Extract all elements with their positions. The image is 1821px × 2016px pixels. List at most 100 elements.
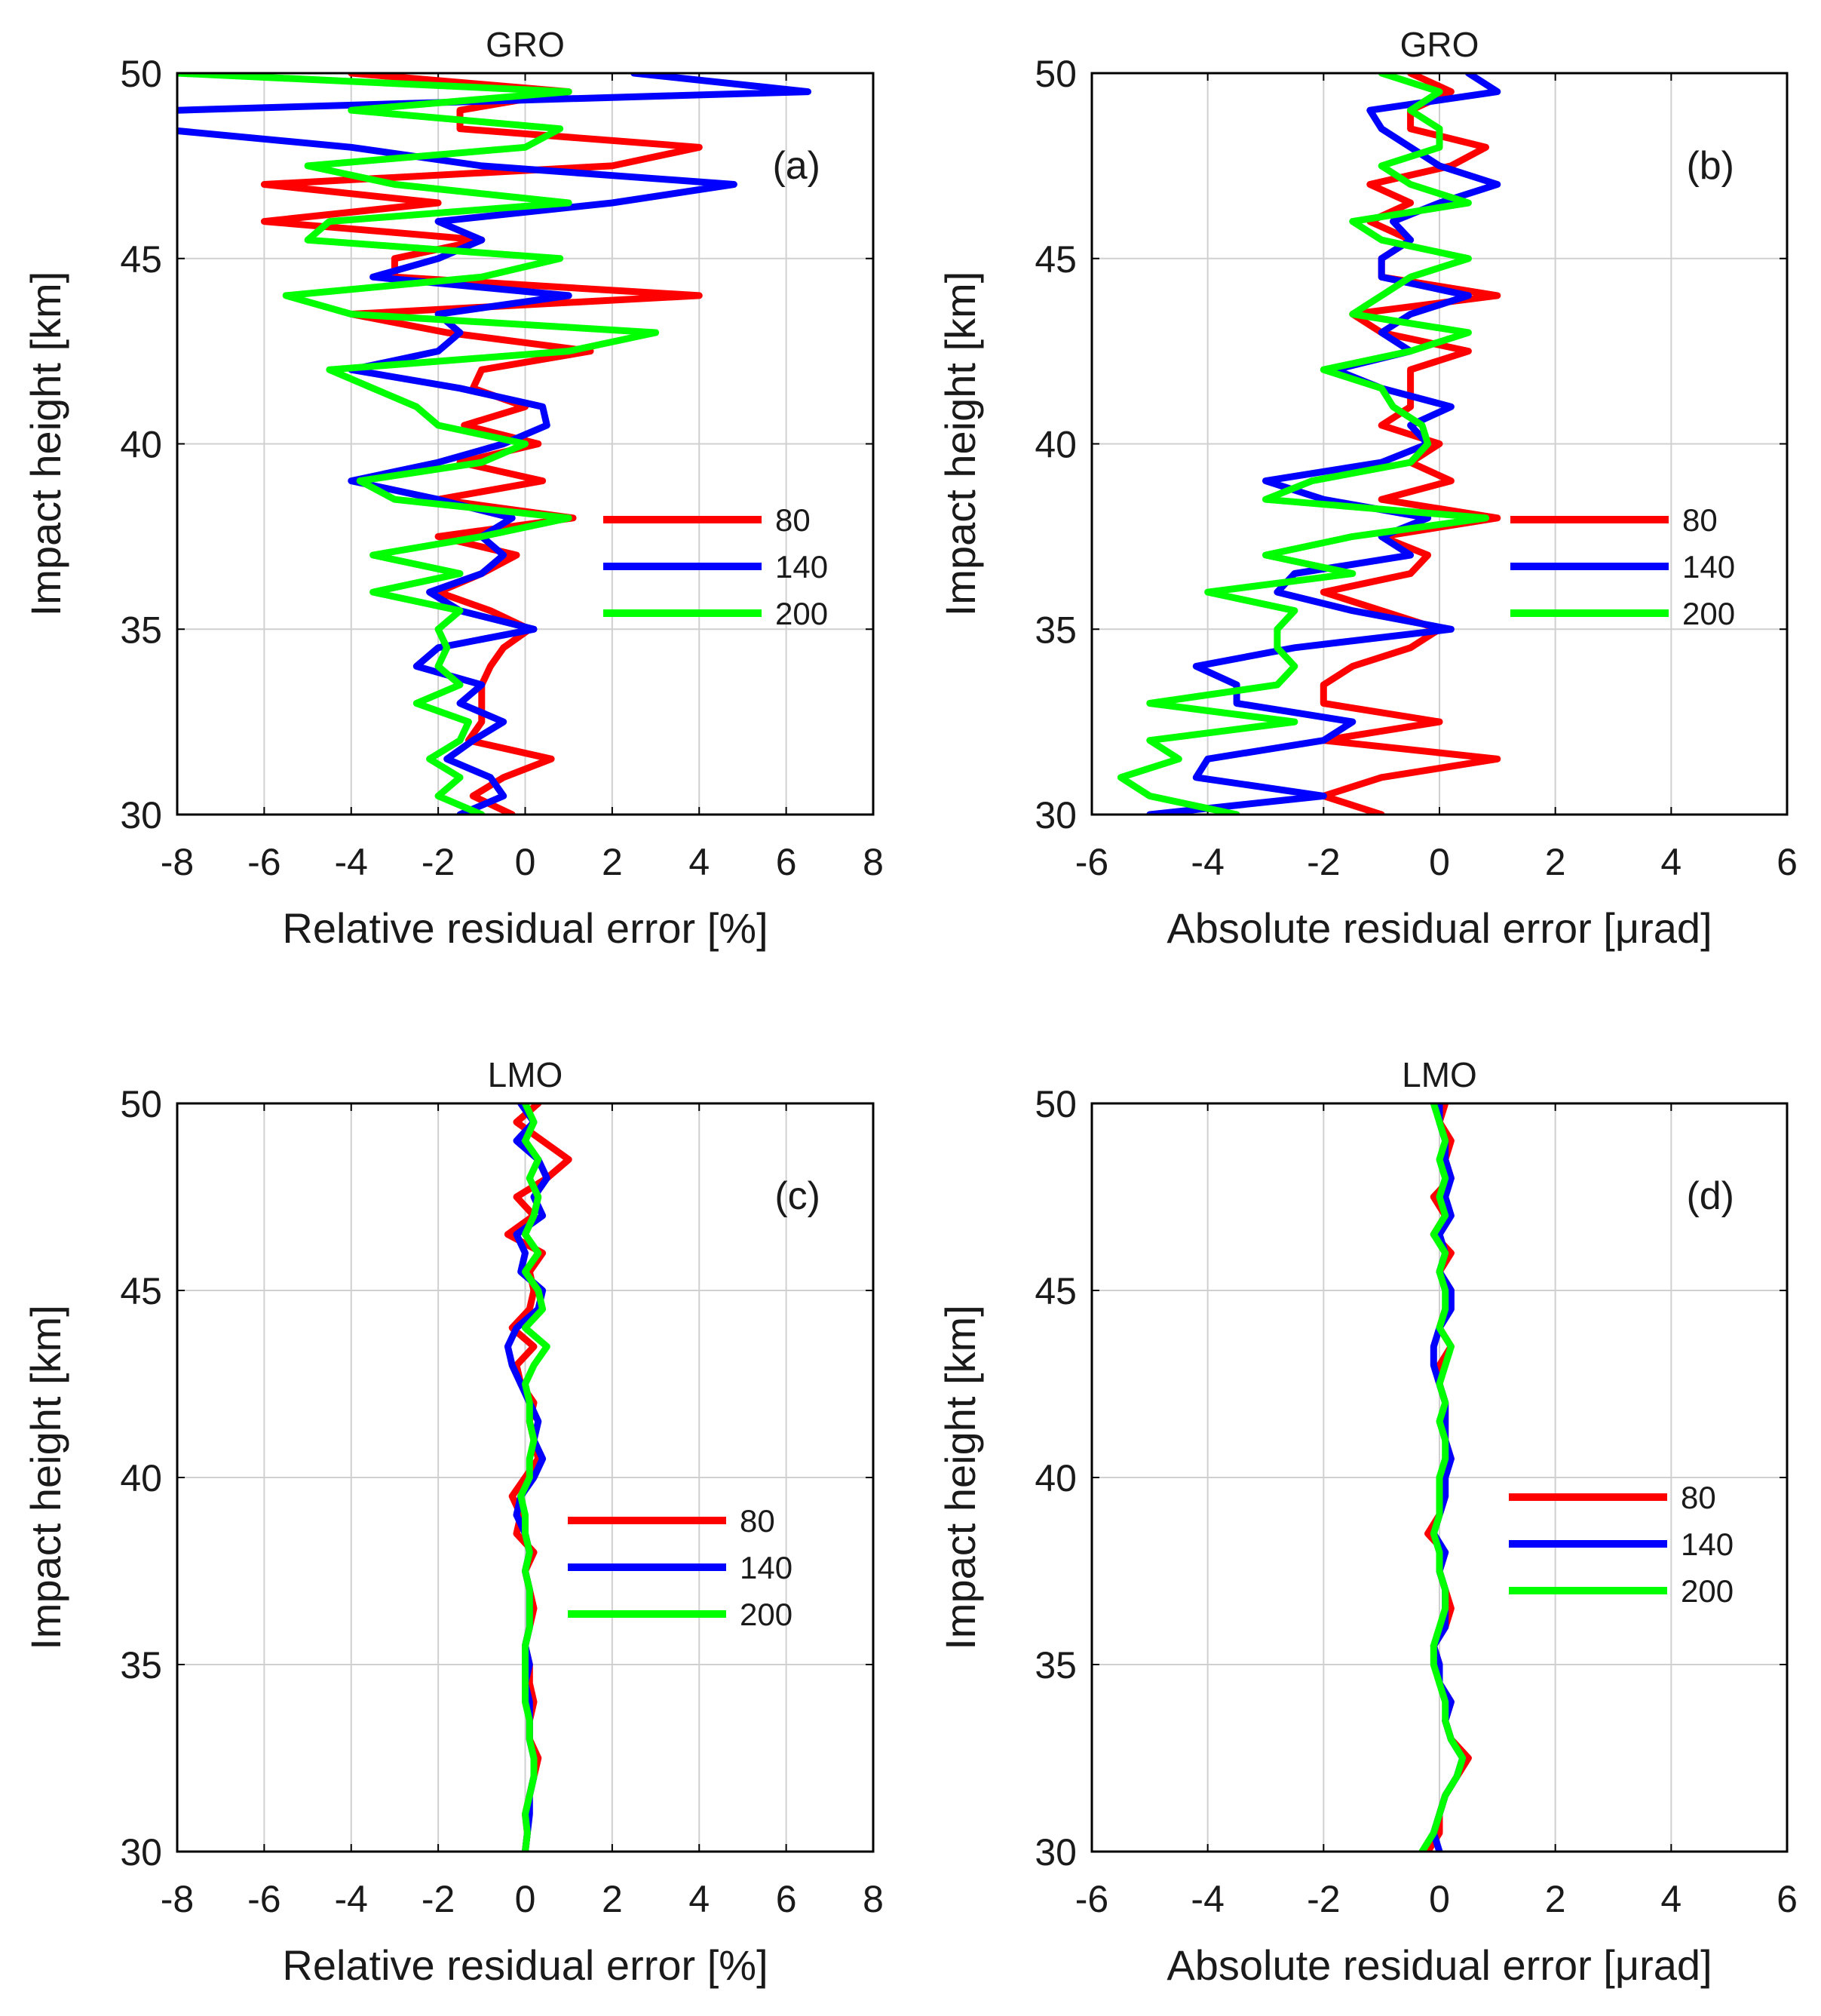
x-tick-label: 2 xyxy=(602,841,623,883)
chart-title: LMO xyxy=(1402,1055,1477,1094)
x-tick-label: 6 xyxy=(1777,1878,1798,1920)
x-tick-label: -6 xyxy=(247,841,281,883)
x-tick-label: 0 xyxy=(515,841,536,883)
x-tick-label: 0 xyxy=(515,1878,536,1920)
chart-title: LMO xyxy=(488,1055,563,1094)
y-tick-label: 30 xyxy=(1035,794,1077,836)
x-tick-label: -4 xyxy=(335,1878,368,1920)
x-tick-label: 4 xyxy=(688,1878,710,1920)
chart-title: GRO xyxy=(486,25,565,64)
x-tick-label: 2 xyxy=(1545,841,1566,883)
y-axis-label: Impact height [km] xyxy=(937,272,984,617)
y-tick-label: 45 xyxy=(1035,1270,1077,1312)
x-tick-label: 4 xyxy=(1660,1878,1682,1920)
chart-panel-a: -8 -6 -4 -2 0 2 4 6 8 30 35 40 45 50 GRO Relative resid… xyxy=(22,25,884,952)
x-tick-label: -4 xyxy=(1191,1878,1224,1920)
legend-label-200: 200 xyxy=(740,1597,792,1632)
legend-label-80: 80 xyxy=(740,1503,775,1539)
x-axis-label: Absolute residual error [μrad] xyxy=(1166,904,1712,952)
series-line-80 xyxy=(260,73,703,815)
x-tick-label: 0 xyxy=(1429,1878,1450,1920)
legend: 80 140 200 xyxy=(568,1503,792,1632)
legend: 80 140 200 xyxy=(603,502,828,631)
legend-label-200: 200 xyxy=(775,596,828,631)
plot-frame xyxy=(176,72,875,816)
series-line-200 xyxy=(517,1103,550,1852)
legend-label-140: 140 xyxy=(1681,1527,1734,1562)
x-tick-label: 4 xyxy=(1660,841,1682,883)
x-tick-label: 0 xyxy=(1429,841,1450,883)
x-tick-label: -2 xyxy=(1307,841,1340,883)
legend-label-80: 80 xyxy=(1681,1480,1716,1515)
series-line-200 xyxy=(1418,1103,1467,1852)
x-tick-label: -6 xyxy=(1075,841,1108,883)
series-group xyxy=(177,73,811,815)
legend-label-200: 200 xyxy=(1681,1573,1734,1609)
y-tick-label: 50 xyxy=(120,53,162,95)
x-axis-label: Relative residual error [%] xyxy=(282,904,768,952)
y-tick-label: 50 xyxy=(1035,53,1077,95)
chart-title: GRO xyxy=(1400,25,1479,64)
legend-label-140: 140 xyxy=(775,549,828,585)
panel-label: (d) xyxy=(1686,1174,1734,1218)
y-tick-label: 30 xyxy=(1035,1831,1077,1873)
legend-label-140: 140 xyxy=(1682,549,1735,585)
plot-frame xyxy=(1090,72,1789,816)
x-tick-label: -8 xyxy=(161,1878,194,1920)
x-tick-label: 6 xyxy=(776,841,797,883)
series-line-140 xyxy=(177,73,811,815)
legend-label-80: 80 xyxy=(775,502,811,538)
x-tick-label: -4 xyxy=(1191,841,1224,883)
y-tick-label: 35 xyxy=(120,1644,162,1686)
x-tick-label: -6 xyxy=(247,1878,281,1920)
legend-label-80: 80 xyxy=(1682,502,1718,538)
x-tick-label: 2 xyxy=(1545,1878,1566,1920)
series-group xyxy=(504,1103,572,1852)
y-tick-label: 30 xyxy=(120,1831,162,1873)
x-axis-label: Absolute residual error [μrad] xyxy=(1166,1941,1712,1989)
y-tick-label: 45 xyxy=(120,1270,162,1312)
y-tick-label: 45 xyxy=(1035,238,1077,281)
series-line-200 xyxy=(177,73,660,815)
y-tick-label: 45 xyxy=(120,238,162,281)
y-tick-label: 40 xyxy=(1035,424,1077,466)
x-tick-label: -8 xyxy=(161,841,194,883)
y-tick-label: 40 xyxy=(120,424,162,466)
y-tick-label: 35 xyxy=(1035,1644,1077,1686)
x-tick-label: 8 xyxy=(863,1878,884,1920)
plot-frame xyxy=(1090,1102,1789,1853)
x-tick-label: -4 xyxy=(335,841,368,883)
y-tick-label: 40 xyxy=(1035,1457,1077,1499)
series-line-80 xyxy=(1320,73,1501,815)
y-axis-label: Impact height [km] xyxy=(22,272,69,617)
chart-panel-c: -8 -6 -4 -2 0 2 4 6 8 30 35 40 45 50 LMO Relative resid… xyxy=(22,1055,884,1989)
y-tick-label: 50 xyxy=(1035,1083,1077,1125)
y-tick-label: 35 xyxy=(1035,609,1077,651)
x-tick-label: 2 xyxy=(602,1878,623,1920)
x-tick-label: -2 xyxy=(422,1878,455,1920)
legend: 80 140 200 xyxy=(1510,502,1735,631)
x-tick-label: 8 xyxy=(863,841,884,883)
series-group xyxy=(1418,1103,1472,1852)
x-tick-label: -6 xyxy=(1075,1878,1108,1920)
y-tick-label: 35 xyxy=(120,609,162,651)
x-tick-label: -2 xyxy=(422,841,455,883)
x-tick-label: 4 xyxy=(688,841,710,883)
legend: 80 140 200 xyxy=(1509,1480,1734,1609)
plot-frame xyxy=(176,1102,875,1853)
x-tick-label: 6 xyxy=(1777,841,1798,883)
legend-label-140: 140 xyxy=(740,1550,792,1585)
series-line-200 xyxy=(1117,73,1489,815)
y-axis-label: Impact height [km] xyxy=(937,1305,984,1650)
panel-label: (a) xyxy=(772,144,820,188)
panel-label: (b) xyxy=(1686,144,1734,188)
series-group xyxy=(1117,73,1501,815)
y-tick-label: 40 xyxy=(120,1457,162,1499)
panel-label: (c) xyxy=(774,1174,820,1218)
y-tick-label: 50 xyxy=(120,1083,162,1125)
legend-label-200: 200 xyxy=(1682,596,1735,631)
chart-panel-d: -6 -4 -2 0 2 4 6 30 35 40 45 50 LMO Absolute residual… xyxy=(937,1055,1798,1989)
chart-panel-b: -6 -4 -2 0 2 4 6 30 35 40 45 50 GRO Absolute residual… xyxy=(937,25,1798,952)
y-axis-label: Impact height [km] xyxy=(22,1305,69,1650)
